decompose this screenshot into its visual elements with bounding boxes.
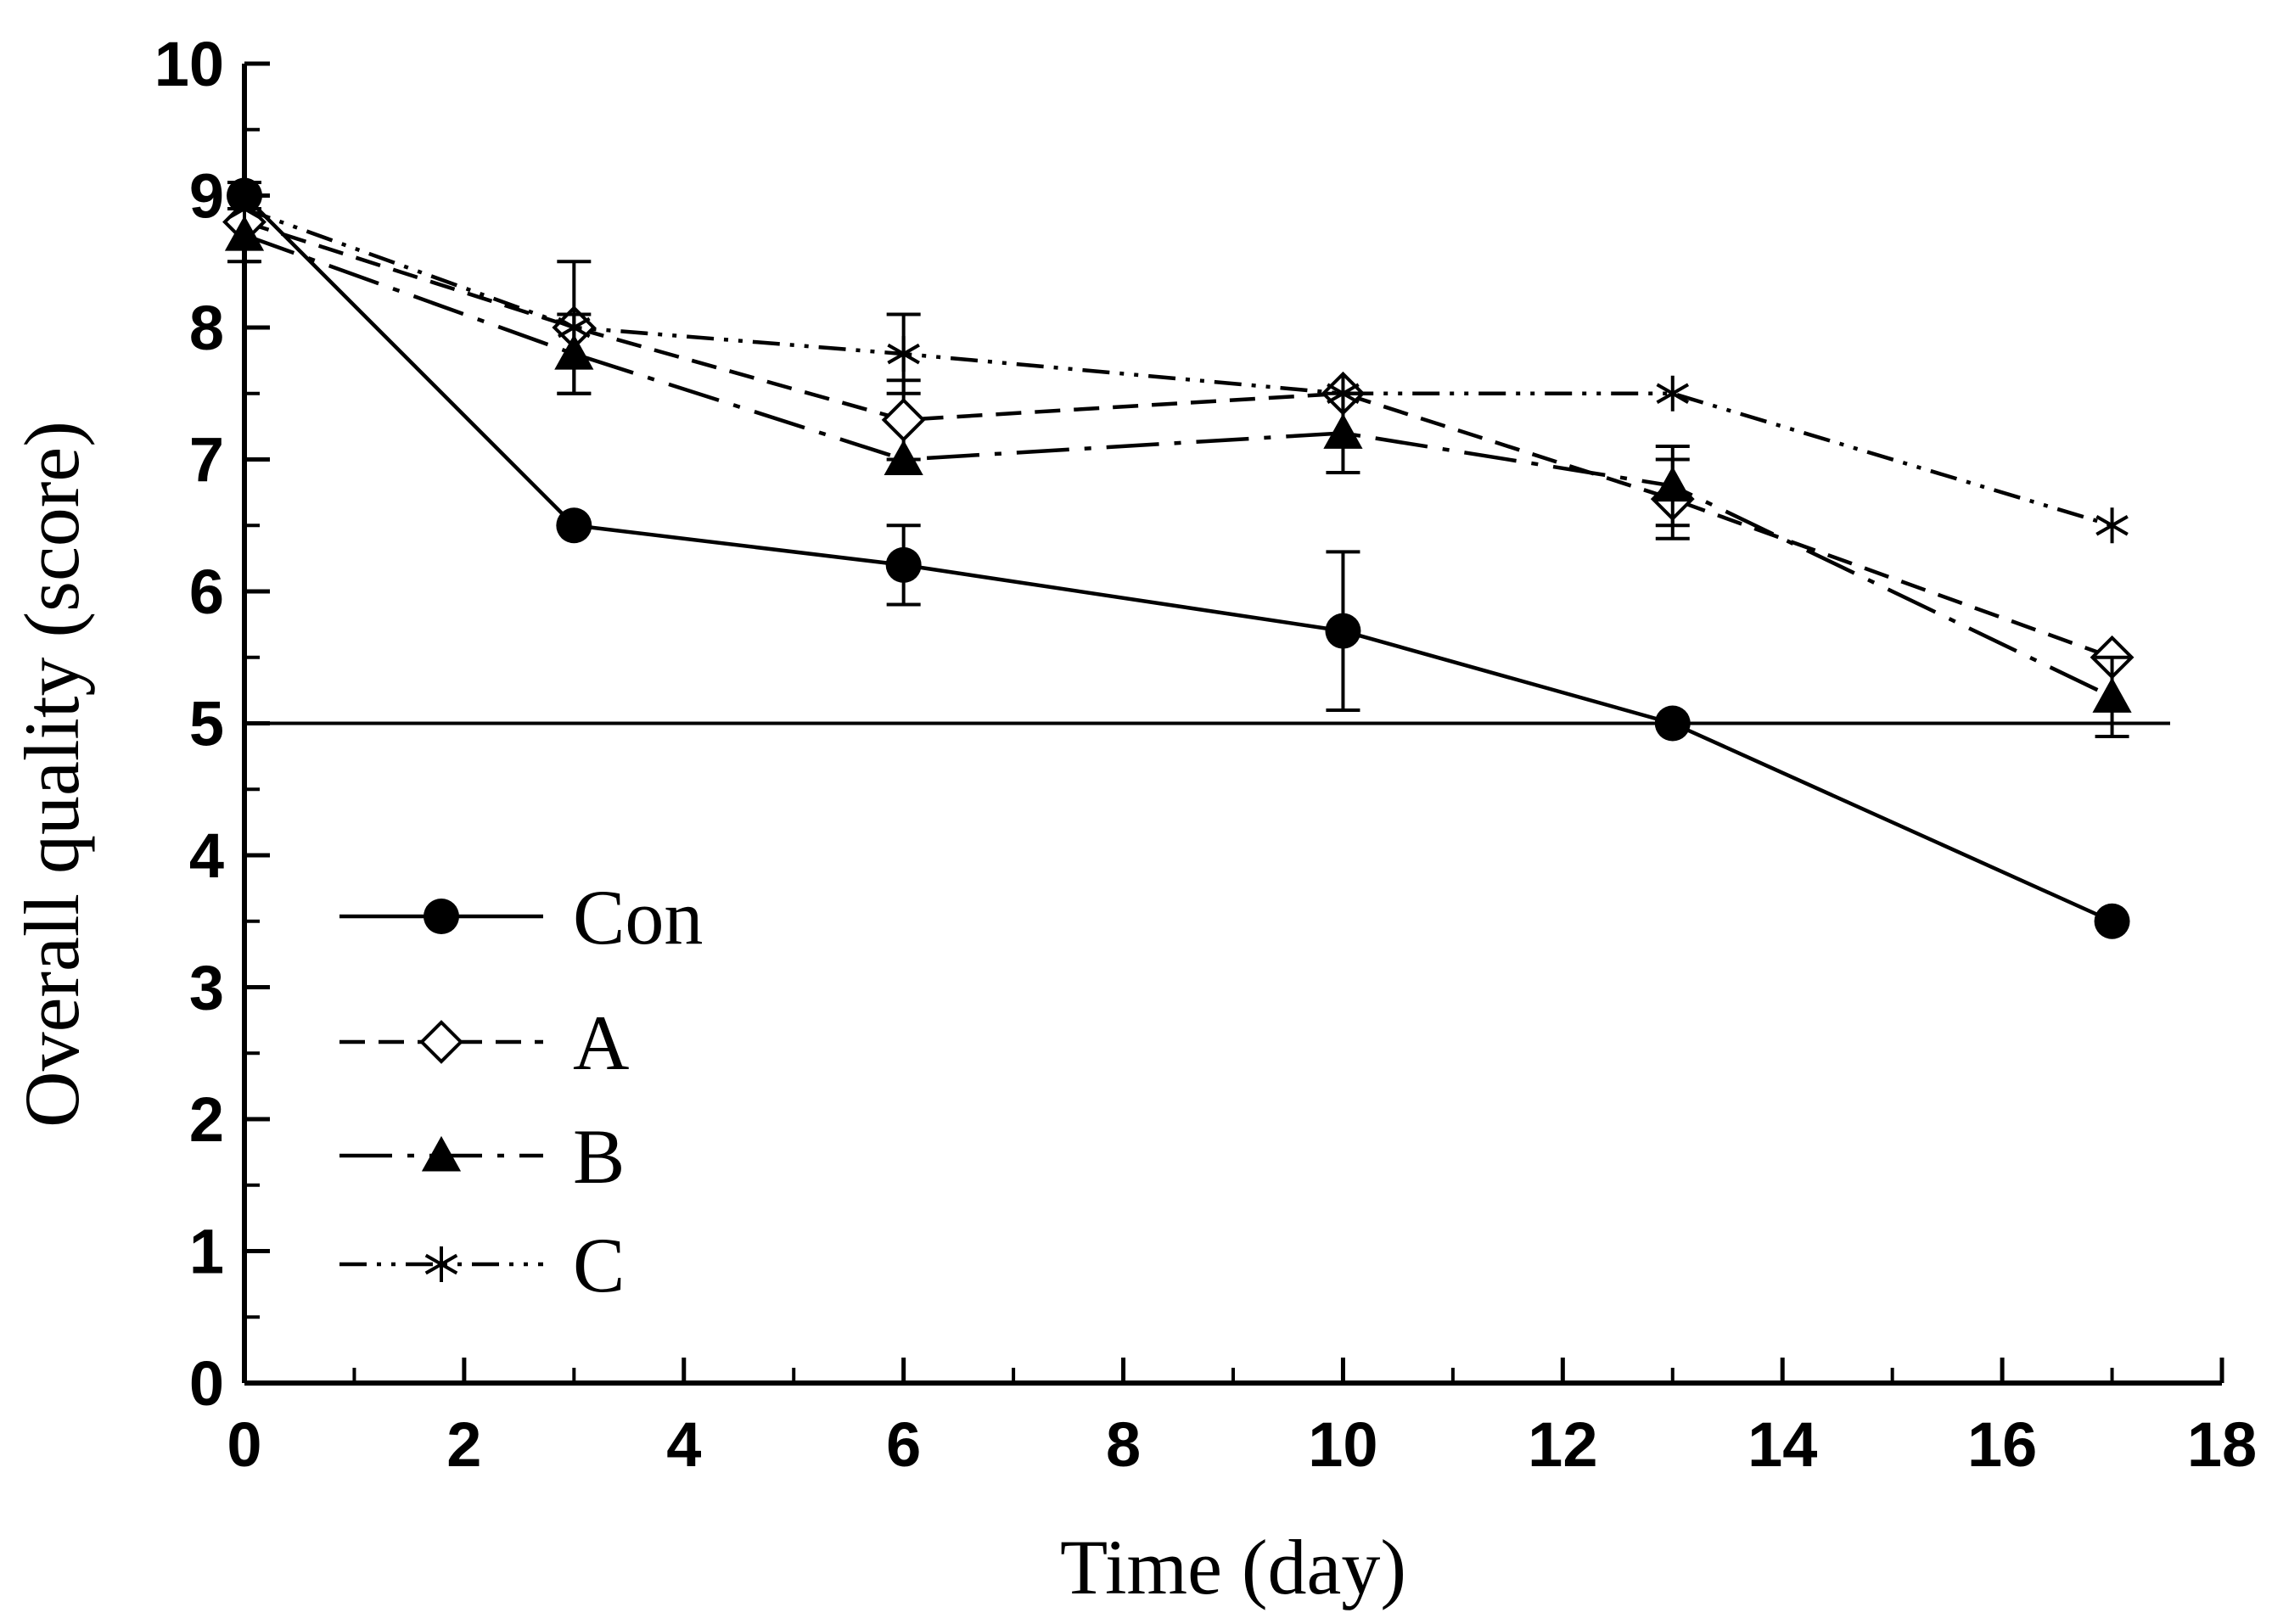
data-point — [2095, 507, 2129, 544]
data-point — [1652, 466, 1692, 502]
x-axis-title: Time (day) — [1060, 1524, 1406, 1610]
x-tick-label: 2 — [446, 1409, 481, 1480]
series-line-c — [244, 206, 2113, 528]
y-tick-label: 0 — [189, 1348, 224, 1419]
x-tick-label: 4 — [666, 1409, 701, 1480]
legend-label: A — [573, 1000, 629, 1086]
y-tick-label: 3 — [189, 953, 224, 1023]
data-point — [884, 440, 923, 475]
series-con — [227, 177, 2130, 939]
data-point — [1323, 413, 1363, 449]
x-tick-label: 18 — [2187, 1409, 2257, 1480]
legend-marker — [424, 899, 459, 934]
legend-label: C — [573, 1222, 625, 1308]
series-line-a — [244, 220, 2113, 659]
data-point — [2094, 903, 2130, 939]
y-tick-label: 8 — [189, 293, 224, 363]
y-tick-label: 10 — [154, 29, 224, 99]
series-group — [222, 177, 2135, 939]
data-point — [558, 310, 591, 345]
legend-item-b: B — [339, 1113, 625, 1200]
series-b — [224, 207, 2132, 739]
data-point — [554, 334, 594, 370]
y-axis-title: Overall quality (score) — [8, 421, 95, 1128]
legend-marker — [421, 1135, 462, 1172]
y-tick-label: 4 — [189, 820, 224, 891]
data-point — [1656, 375, 1690, 412]
legend-marker — [419, 1020, 463, 1064]
y-tick-label: 1 — [189, 1217, 224, 1287]
legend: Con ABC — [339, 874, 703, 1308]
legend-item-c: C — [339, 1222, 625, 1308]
x-tick-label: 0 — [227, 1409, 261, 1480]
data-point — [227, 191, 261, 227]
x-tick-label: 10 — [1308, 1409, 1377, 1480]
series-line-b — [244, 233, 2113, 699]
y-tick-label: 9 — [189, 161, 224, 232]
data-point — [885, 546, 922, 583]
x-tick-label: 14 — [1747, 1409, 1817, 1480]
legend-item-a: A — [339, 1000, 629, 1086]
x-tick-label: 6 — [886, 1409, 921, 1480]
legend-marker — [424, 1246, 458, 1282]
x-tick-label: 12 — [1528, 1409, 1597, 1480]
data-point — [1325, 613, 1361, 649]
data-point — [887, 336, 920, 372]
legend-label: Con — [573, 874, 703, 960]
data-point — [881, 397, 926, 442]
y-tick-label: 5 — [189, 689, 224, 759]
y-tick-label: 6 — [189, 557, 224, 627]
y-tick-label: 7 — [189, 425, 224, 496]
legend-item-con: Con — [339, 874, 703, 960]
series-c — [227, 191, 2129, 544]
data-point — [1327, 375, 1360, 412]
data-point — [1654, 705, 1691, 742]
data-point — [556, 507, 592, 544]
data-point — [224, 216, 265, 251]
x-tick-label: 16 — [1967, 1409, 2037, 1480]
y-tick-label: 2 — [189, 1084, 224, 1155]
x-tick-label: 8 — [1106, 1409, 1141, 1480]
data-point — [2092, 677, 2132, 713]
legend-label: B — [573, 1113, 625, 1200]
series-line-con — [243, 193, 2113, 923]
